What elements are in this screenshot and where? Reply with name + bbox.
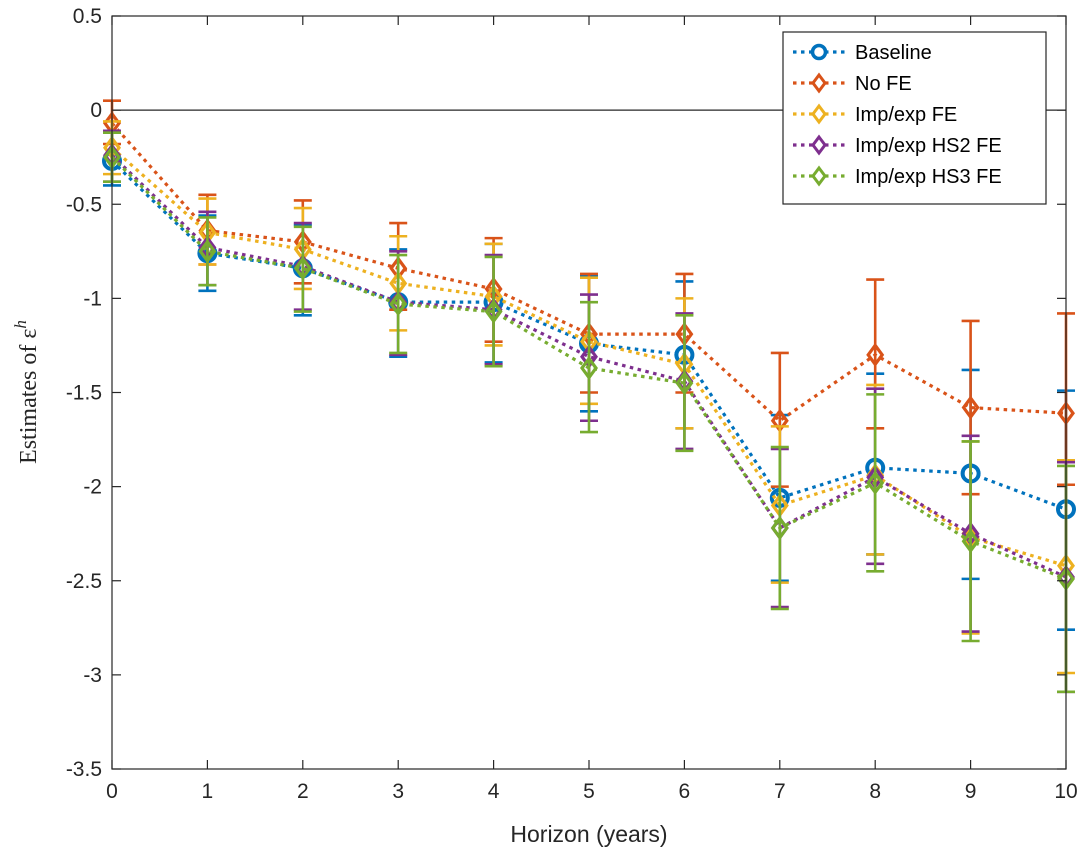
legend-label: Imp/exp HS2 FE (855, 135, 1002, 157)
x-tick-label: 8 (869, 780, 881, 803)
data-point (293, 256, 312, 281)
y-axis-title-main: Estimates of ε (16, 329, 42, 464)
legend: Baseline No FE Imp/exp FE Imp/exp HS2 FE Imp… (782, 31, 1047, 205)
y-tick-label: 0.5 (73, 5, 102, 28)
error-bar (484, 255, 503, 368)
error-bar (198, 216, 217, 287)
legend-item: No FE (793, 72, 912, 95)
axis-layer: 0 1 2 3 4 5 6 7 8 9 10 0.5 0 -0.5 -1 -1.5 -2 -2.5 -3 -3.5 (66, 5, 1078, 803)
data-point (961, 529, 980, 554)
data-point (961, 395, 980, 420)
series-line (110, 146, 1067, 568)
x-tick-label: 4 (488, 780, 500, 803)
y-tick-label: -2 (83, 476, 102, 499)
legend-marker (811, 72, 827, 94)
x-axis-title: Horizon (years) (510, 821, 667, 847)
y-axis-title: Estimates of εh (11, 320, 42, 464)
y-tick-label: -3 (83, 664, 102, 687)
legend-marker (811, 103, 827, 125)
y-tick-label: -1.5 (66, 382, 102, 405)
data-point (866, 342, 885, 368)
x-tick-label: 2 (297, 780, 309, 803)
y-tick-label: -1 (83, 287, 102, 310)
legend-label: No FE (855, 73, 912, 95)
x-tick-label: 0 (106, 780, 118, 803)
data-point (198, 239, 217, 264)
legend-item: Imp/exp FE (793, 103, 957, 126)
data-point (770, 515, 789, 541)
legend-label: Baseline (855, 42, 932, 64)
x-tick-label: 7 (774, 780, 786, 803)
y-tick-label: -2.5 (66, 570, 102, 593)
y-tick-label: -3.5 (66, 758, 102, 781)
legend-label: Imp/exp HS3 FE (855, 166, 1002, 188)
data-point (866, 470, 885, 496)
x-tick-label: 5 (583, 780, 595, 803)
x-tick-label: 10 (1054, 780, 1077, 803)
x-tick-label: 1 (202, 780, 214, 803)
y-tick-label: 0 (90, 99, 102, 122)
series-line (110, 154, 1067, 579)
legend-item: Baseline (793, 42, 932, 64)
data-point (580, 355, 598, 381)
legend-marker (811, 165, 827, 187)
y-tick-label: -0.5 (66, 193, 102, 216)
legend-label: Imp/exp FE (855, 104, 957, 126)
data-point (675, 370, 694, 396)
x-tick-label: 3 (392, 780, 404, 803)
error-bar (389, 253, 408, 355)
x-tick-label: 9 (965, 780, 977, 803)
legend-item: Imp/exp HS2 FE (793, 134, 1002, 157)
legend-item: Imp/exp HS3 FE (793, 165, 1002, 188)
y-axis-title-superscript: h (11, 320, 30, 329)
data-point (484, 299, 503, 324)
legend-marker (811, 134, 827, 156)
error-bar (293, 225, 312, 313)
error-bar (675, 314, 694, 453)
x-tick-label: 6 (679, 780, 691, 803)
legend-marker (810, 43, 828, 61)
data-point (389, 291, 408, 317)
series-line (110, 156, 1067, 581)
